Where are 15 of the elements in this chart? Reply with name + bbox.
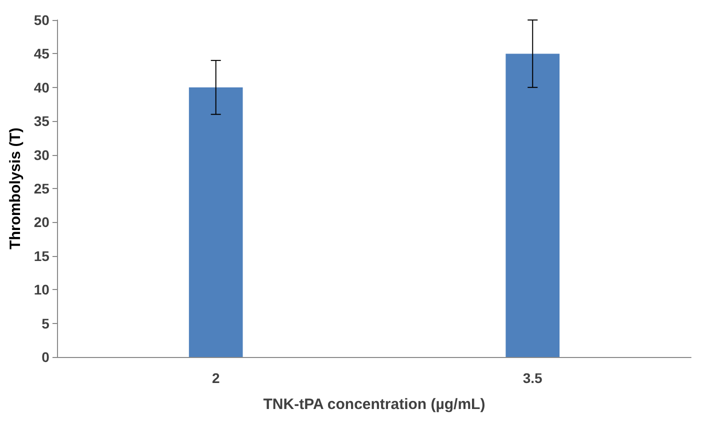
y-tick-label: 40 xyxy=(34,79,50,96)
y-axis-title: Thrombolysis (T) xyxy=(7,128,24,250)
y-tick-label: 0 xyxy=(42,349,50,365)
x-tick-label: 2 xyxy=(212,370,220,386)
y-tick-label: 45 xyxy=(34,46,50,62)
y-tick-label: 10 xyxy=(34,282,50,298)
y-tick-label: 35 xyxy=(34,113,50,130)
y-tick-label: 5 xyxy=(42,315,50,332)
y-tick-label: 30 xyxy=(34,146,50,163)
x-tick-label: 3.5 xyxy=(522,370,543,386)
y-tick-label: 50 xyxy=(34,12,50,28)
y-tick-label: 20 xyxy=(34,214,50,230)
y-tick-label: 15 xyxy=(34,248,50,264)
y-tick-label: 25 xyxy=(34,180,50,196)
x-axis-title: TNK-tPA concentration (µg/mL) xyxy=(263,396,486,413)
